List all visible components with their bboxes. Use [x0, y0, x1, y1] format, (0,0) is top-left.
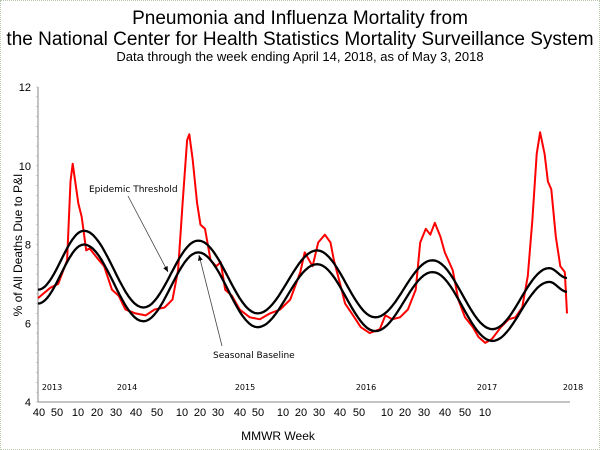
- chart-title-line2: the National Center for Health Statistic…: [6, 29, 594, 50]
- x-tick-label: 10: [72, 407, 84, 419]
- chart-title: Pneumonia and Influenza Mortality from: [132, 8, 468, 29]
- year-label: 2015: [235, 383, 255, 392]
- year-label: 2016: [356, 383, 376, 392]
- year-label: 2018: [563, 383, 583, 392]
- x-tick-label: 30: [313, 407, 325, 419]
- x-tick-label: 40: [439, 407, 451, 419]
- x-tick-label: 30: [418, 407, 430, 419]
- p-i-mortality-line: [37, 131, 568, 344]
- x-tick-label: 20: [91, 407, 103, 419]
- x-axis-label: MMWR Week: [241, 429, 316, 443]
- y-tick-label: 6: [25, 318, 31, 330]
- y-tick-label: 12: [19, 82, 31, 94]
- chart-subtitle: Data through the week ending April 14, 2…: [116, 49, 484, 64]
- x-tick-label: 40: [130, 407, 142, 419]
- seasonal-baseline-arrow: [198, 254, 223, 347]
- y-axis-label: % of All Deaths Due to P&I: [11, 174, 25, 317]
- seasonal-baseline-annotation: Seasonal Baseline: [213, 351, 295, 361]
- year-label: 2014: [117, 383, 137, 392]
- y-tick-label: 10: [19, 161, 31, 173]
- x-tick-label: 20: [194, 407, 206, 419]
- year-label: 2013: [42, 383, 62, 392]
- x-tick-label: 20: [399, 407, 411, 419]
- seasonal-baseline-line: [37, 243, 568, 343]
- y-tick-label: 4: [25, 397, 31, 409]
- x-tick-label: 50: [51, 407, 63, 419]
- x-tick-label: 40: [234, 407, 246, 419]
- x-tick-label: 50: [459, 407, 471, 419]
- x-tick-label: 30: [212, 407, 224, 419]
- x-tick-label: 50: [353, 407, 365, 419]
- x-tick-label: 40: [33, 407, 45, 419]
- epidemic-threshold-annotation: Epidemic Threshold: [89, 185, 178, 195]
- year-label: 2017: [477, 383, 497, 392]
- x-tick-label: 10: [277, 407, 289, 419]
- x-tick-label: 10: [176, 407, 188, 419]
- x-tick-label: 20: [295, 407, 307, 419]
- x-tick-label: 40: [334, 407, 346, 419]
- x-tick-label: 30: [110, 407, 122, 419]
- epidemic-threshold-arrow: [127, 195, 169, 273]
- x-tick-label: 10: [479, 407, 491, 419]
- x-tick-label: 50: [252, 407, 264, 419]
- x-tick-label: 10: [381, 407, 393, 419]
- epidemic-threshold-line: [37, 229, 568, 331]
- y-tick-label: 8: [25, 240, 31, 252]
- x-tick-label: 50: [151, 407, 163, 419]
